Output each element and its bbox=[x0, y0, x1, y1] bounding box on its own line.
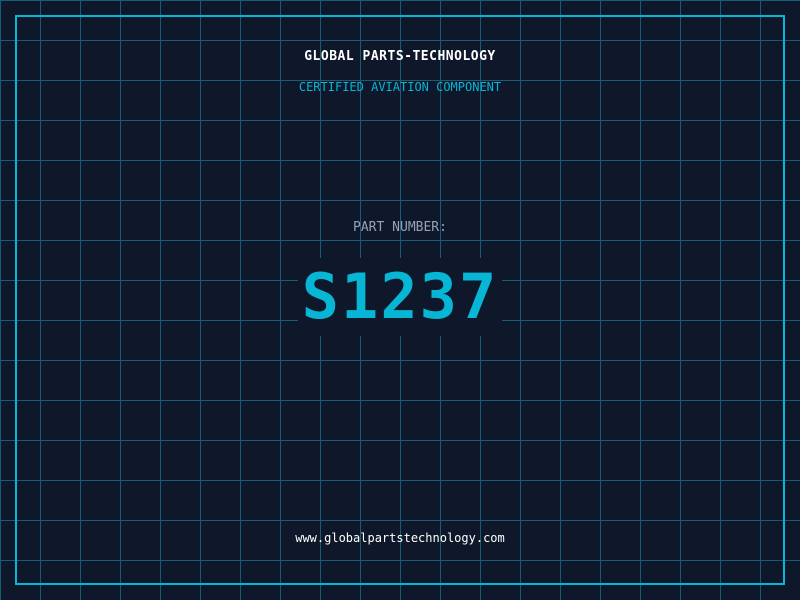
part-number-value: S1237 bbox=[297, 258, 503, 336]
part-number-display: S1237 bbox=[0, 258, 800, 336]
certification-subtitle: CERTIFIED AVIATION COMPONENT bbox=[298, 80, 502, 94]
border-frame bbox=[15, 15, 785, 585]
company-title: GLOBAL PARTS-TECHNOLOGY bbox=[304, 49, 496, 64]
part-number-label: PART NUMBER: bbox=[353, 220, 447, 235]
website-url: www.globalpartstechnology.com bbox=[295, 531, 505, 545]
